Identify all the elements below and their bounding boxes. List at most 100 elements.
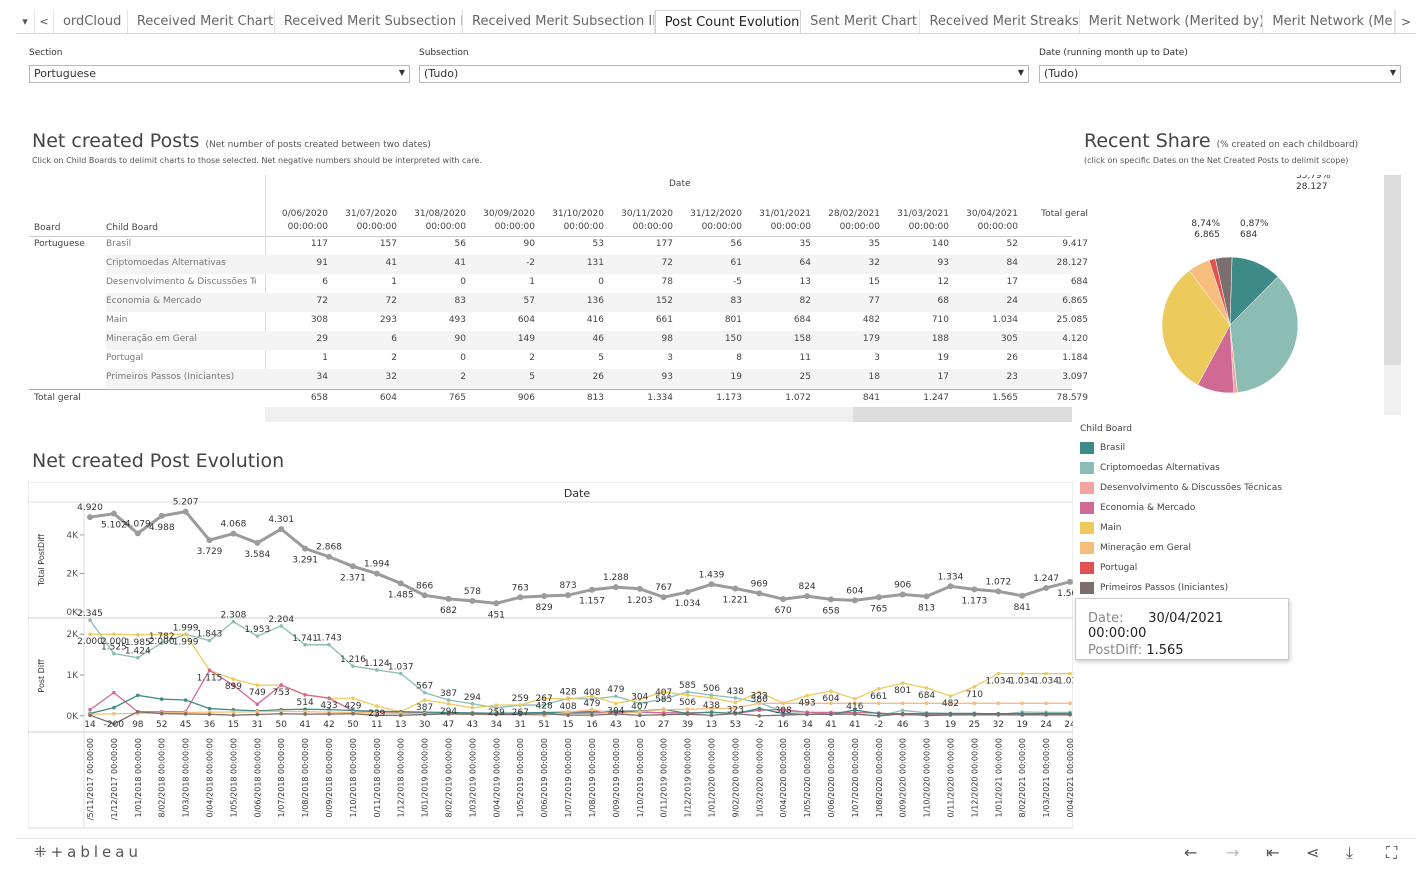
postdiff-point[interactable] (614, 694, 618, 699)
legend-item[interactable]: Main (1080, 518, 1282, 538)
postdiff-point[interactable] (757, 714, 762, 718)
legend-item[interactable]: Mineração em Geral (1080, 538, 1282, 558)
postdiff-point[interactable] (590, 707, 594, 712)
total-postdiff-point[interactable] (947, 583, 954, 590)
postdiff-point[interactable] (709, 710, 714, 714)
total-postdiff-point[interactable] (827, 596, 834, 603)
total-postdiff-point[interactable] (254, 539, 261, 546)
download-icon[interactable]: ⤓ (1346, 843, 1354, 862)
postdiff-point[interactable] (1044, 701, 1048, 706)
postdiff-point[interactable] (422, 712, 427, 717)
revert-icon[interactable]: ⇤ (1266, 843, 1280, 862)
total-postdiff-point[interactable] (804, 593, 811, 600)
total-postdiff-point[interactable] (110, 510, 117, 517)
postdiff-point[interactable] (279, 683, 284, 687)
total-postdiff-point[interactable] (134, 530, 141, 537)
postdiff-point[interactable] (948, 694, 953, 698)
postdiff-series-line[interactable] (89, 702, 1070, 717)
postdiff-point[interactable] (924, 701, 929, 706)
postdiff-point[interactable] (231, 677, 236, 681)
postdiff-point[interactable] (88, 713, 92, 717)
postdiff-point[interactable] (900, 701, 905, 706)
postdiff-point[interactable] (1044, 671, 1048, 676)
postdiff-point[interactable] (112, 651, 116, 656)
total-postdiff-point[interactable] (206, 537, 213, 544)
postdiff-point[interactable] (924, 713, 929, 718)
postdiff-point[interactable] (231, 710, 236, 714)
undo-icon[interactable]: ← (1184, 843, 1198, 862)
postdiff-point[interactable] (422, 690, 427, 695)
date-filter-select[interactable]: (Tudo) ▼ (1039, 65, 1401, 83)
postdiff-series-line[interactable] (89, 711, 1070, 725)
postdiff-point[interactable] (398, 713, 403, 718)
postdiff-point[interactable] (853, 708, 857, 712)
postdiff-point[interactable] (446, 701, 451, 706)
postdiff-point[interactable] (709, 706, 714, 711)
postdiff-point[interactable] (136, 633, 140, 637)
postdiff-point[interactable] (685, 690, 690, 694)
postdiff-point[interactable] (231, 683, 236, 688)
total-postdiff-point[interactable] (588, 586, 595, 593)
postdiff-point[interactable] (159, 632, 164, 637)
postdiff-point[interactable] (207, 668, 212, 673)
postdiff-point[interactable] (709, 713, 714, 718)
postdiff-point[interactable] (661, 697, 666, 701)
postdiff-series-line[interactable] (89, 619, 1070, 717)
total-postdiff-point[interactable] (612, 584, 619, 591)
postdiff-point[interactable] (183, 712, 188, 716)
tab-prev-button[interactable]: < (35, 10, 54, 33)
legend-item[interactable]: Portugal (1080, 558, 1282, 578)
table-h-scroll-thumb[interactable] (853, 407, 1072, 422)
postdiff-point[interactable] (470, 706, 475, 710)
postdiff-point[interactable] (542, 696, 546, 701)
total-postdiff-point[interactable] (875, 594, 882, 601)
total-postdiff-point[interactable] (684, 589, 691, 596)
total-postdiff-point[interactable] (971, 586, 978, 593)
postdiff-point[interactable] (494, 703, 499, 708)
postdiff-point[interactable] (709, 696, 714, 700)
section-filter-select[interactable]: Portuguese ▼ (29, 65, 410, 83)
postdiff-point[interactable] (1020, 701, 1024, 706)
postdiff-point[interactable] (637, 713, 642, 718)
total-postdiff-point[interactable] (851, 597, 858, 604)
tab-3[interactable]: Received Merit Subsection II (463, 10, 655, 33)
postdiff-point[interactable] (112, 722, 116, 726)
postdiff-point[interactable] (422, 698, 427, 702)
total-postdiff-point[interactable] (636, 585, 643, 592)
postdiff-point[interactable] (829, 689, 833, 693)
share-icon[interactable]: ⋖ (1306, 843, 1320, 862)
postdiff-point[interactable] (590, 697, 594, 701)
postdiff-point[interactable] (231, 713, 236, 717)
postdiff-point[interactable] (1020, 713, 1024, 717)
postdiff-series-line[interactable] (90, 633, 1070, 713)
postdiff-point[interactable] (661, 707, 666, 712)
postdiff-point[interactable] (733, 711, 738, 716)
postdiff-point[interactable] (733, 706, 738, 710)
postdiff-point[interactable] (231, 619, 236, 624)
postdiff-point[interactable] (661, 712, 666, 717)
postdiff-point[interactable] (542, 711, 546, 716)
total-postdiff-point[interactable] (493, 600, 500, 607)
table-h-scrollbar[interactable] (265, 407, 1072, 422)
postdiff-point[interactable] (494, 712, 499, 717)
postdiff-point[interactable] (781, 713, 785, 717)
subsection-filter-select[interactable]: (Tudo) ▼ (419, 65, 1029, 83)
postdiff-point[interactable] (685, 712, 690, 716)
pie-slice[interactable] (1161, 270, 1231, 386)
total-postdiff-point[interactable] (373, 570, 380, 577)
postdiff-point[interactable] (351, 711, 355, 716)
postdiff-point[interactable] (279, 624, 284, 628)
total-postdiff-point[interactable] (230, 530, 237, 537)
post-evolution-chart[interactable]: Date Total PostDiff Post Diff 4K 2K 0K 4.920 5.… (28, 482, 1073, 830)
postdiff-point[interactable] (327, 712, 331, 716)
postdiff-point[interactable] (327, 642, 331, 647)
postdiff-point[interactable] (518, 703, 523, 707)
postdiff-point[interactable] (446, 712, 451, 716)
legend-item[interactable]: Brasil (1080, 438, 1282, 458)
total-postdiff-point[interactable] (302, 545, 309, 552)
tab-2[interactable]: Received Merit Subsection I (275, 10, 463, 33)
postdiff-point[interactable] (805, 712, 809, 717)
postdiff-point[interactable] (279, 711, 284, 716)
postdiff-point[interactable] (590, 694, 594, 699)
postdiff-point[interactable] (876, 701, 881, 706)
